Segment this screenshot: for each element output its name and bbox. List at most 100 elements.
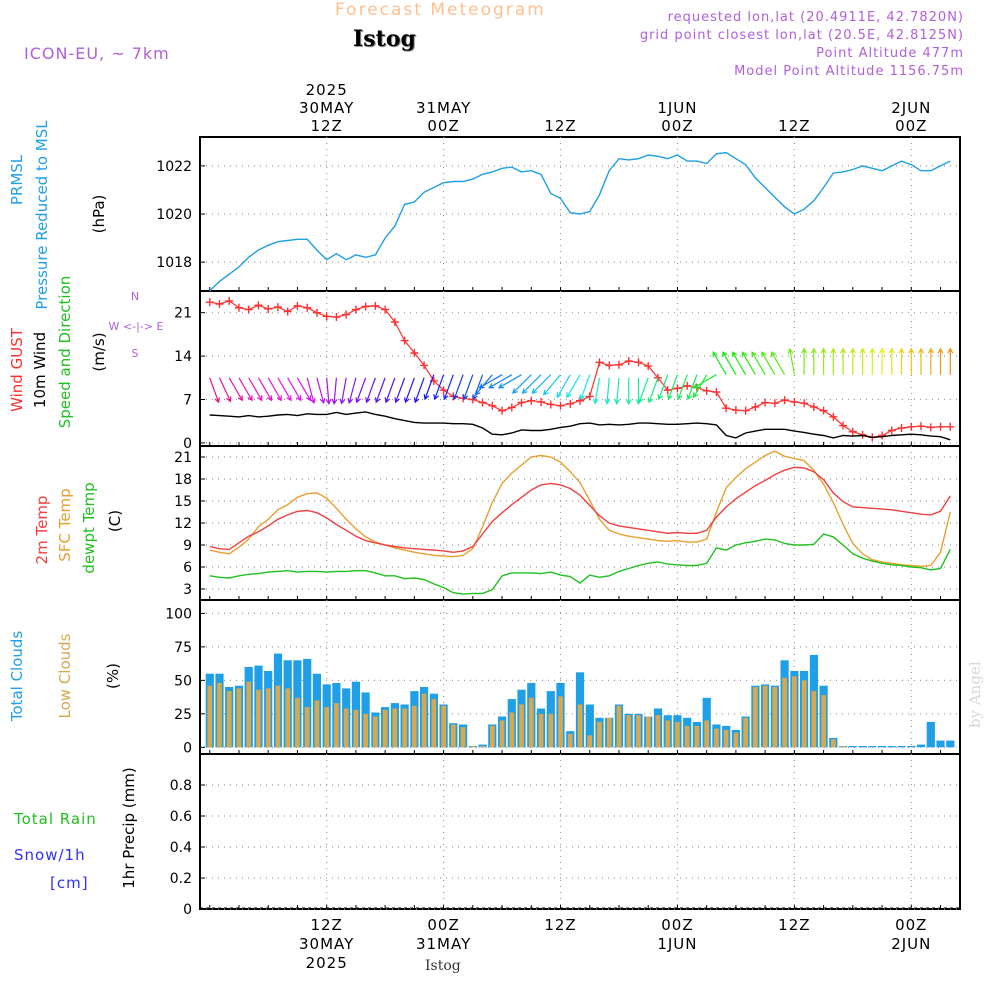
low-cloud-bar: [606, 717, 612, 748]
wind-arrow: [218, 377, 232, 403]
total-cloud-bar: [478, 744, 487, 748]
total-cloud-bar: [303, 658, 312, 748]
top-time-label: 30MAY: [299, 99, 354, 117]
low-cloud-bar: [246, 681, 252, 748]
low-cloud-bar: [616, 705, 622, 748]
wind-arrow: [604, 377, 611, 405]
bottom-time-label: 2JUN: [891, 935, 931, 953]
low-cloud-bar: [840, 746, 846, 748]
low-cloud-bar: [675, 721, 680, 748]
wind-arrow: [542, 374, 561, 396]
gust-marker: [644, 362, 653, 371]
gust-marker: [741, 406, 750, 415]
gridpoint-lonlat: grid point closest lon,lat (20.5E, 42.81…: [639, 28, 964, 43]
low-cloud-bar: [753, 687, 758, 748]
wind-arrow: [339, 377, 347, 405]
low-cloud-bar: [402, 708, 407, 748]
wind-arrow: [888, 347, 895, 375]
gust-marker: [351, 305, 360, 314]
gust-marker: [780, 396, 789, 405]
total-cloud-bar: [926, 721, 935, 748]
wind-arrow: [497, 374, 522, 389]
y-tick-label: 75: [174, 640, 192, 656]
gust-marker: [410, 349, 419, 357]
top-time-label: 00Z: [661, 117, 693, 135]
wind-arrow: [277, 377, 292, 402]
gust-marker: [498, 406, 507, 415]
wind-arrow: [625, 377, 632, 406]
temp-unit-label: (C): [106, 510, 124, 532]
bottom-time-label: 31MAY: [416, 935, 471, 953]
wind-arrow: [801, 347, 808, 375]
low-clouds-label: Low Clouds: [56, 633, 74, 718]
low-cloud-bar: [490, 725, 495, 748]
wind-arrow: [316, 377, 326, 405]
low-cloud-bar: [801, 680, 807, 748]
gust-marker: [663, 386, 672, 395]
wind-arrow: [693, 374, 708, 399]
y-tick-label: 7: [183, 393, 192, 409]
gust-marker: [585, 392, 594, 401]
y-tick-label: 0.6: [170, 809, 192, 825]
gust-marker: [234, 303, 243, 312]
gust-marker: [907, 422, 916, 431]
wind-unit-label: (m/s): [90, 332, 108, 371]
y-tick-label: 21: [174, 306, 192, 322]
wind-arrow: [898, 347, 905, 375]
wind-arrow: [810, 347, 817, 375]
wind-arrow: [579, 374, 591, 401]
gust-marker: [576, 396, 584, 405]
low-cloud-bar: [304, 707, 310, 748]
gust-marker: [790, 397, 799, 406]
wind-arrow: [751, 351, 766, 376]
gust-marker: [653, 373, 662, 382]
y-tick-label: 100: [165, 606, 192, 622]
wind-arrow: [692, 374, 717, 389]
wind-arrow: [238, 377, 253, 402]
wind-arrow: [638, 377, 649, 404]
point-altitude: Point Altitude 477m: [816, 46, 964, 61]
low-cloud-bar: [441, 705, 446, 748]
low-cloud-bar: [714, 728, 719, 748]
gust-marker: [946, 422, 955, 431]
wind-arrow: [443, 374, 454, 401]
gust-marker: [624, 357, 633, 366]
gust-marker: [809, 402, 818, 411]
top-time-label: 00Z: [895, 117, 927, 135]
gust-marker: [761, 398, 770, 407]
model-altitude: Model Point Altitude 1156.75m: [734, 64, 964, 79]
panel-1: 1018 1020 1022: [156, 136, 961, 292]
y-tick-label: 0: [183, 436, 192, 452]
wind-arrow: [592, 377, 601, 405]
gust-marker: [322, 312, 331, 321]
low-cloud-bar: [597, 721, 602, 748]
wind-arrow: [879, 347, 885, 375]
gust-marker: [751, 402, 760, 411]
gust-marker: [381, 305, 390, 314]
panel-2: 0 7 14 21: [174, 290, 961, 452]
gust-marker: [537, 397, 546, 406]
y-tick-label: 0: [183, 740, 192, 756]
y-tick-label: 1020: [156, 207, 192, 223]
total-cloud-bar: [868, 746, 877, 748]
low-cloud-bar: [694, 725, 700, 748]
gust-marker: [507, 403, 516, 412]
gust-marker: [527, 396, 536, 405]
low-cloud-bar: [792, 676, 797, 748]
low-cloud-bar: [733, 732, 739, 748]
panel-5: 0 0.2 0.4 0.6 0.8: [170, 753, 961, 918]
bottom-time-label: 1JUN: [657, 935, 697, 953]
gust-label: Wind GUST: [8, 327, 26, 412]
gust-marker: [829, 412, 838, 421]
gust-marker: [566, 399, 575, 408]
low-cloud-bar: [665, 720, 671, 748]
total-cloud-bar: [858, 746, 867, 748]
gust-marker: [488, 401, 497, 410]
temp2m-label: 2m Temp: [33, 496, 51, 565]
wind-arrow: [869, 347, 876, 375]
low-cloud-bar: [538, 713, 544, 748]
low-cloud-bar: [519, 704, 524, 748]
bottom-time-label: 00Z: [427, 916, 459, 934]
snow-label: Snow/1h: [14, 846, 86, 864]
low-cloud-bar: [207, 685, 213, 748]
